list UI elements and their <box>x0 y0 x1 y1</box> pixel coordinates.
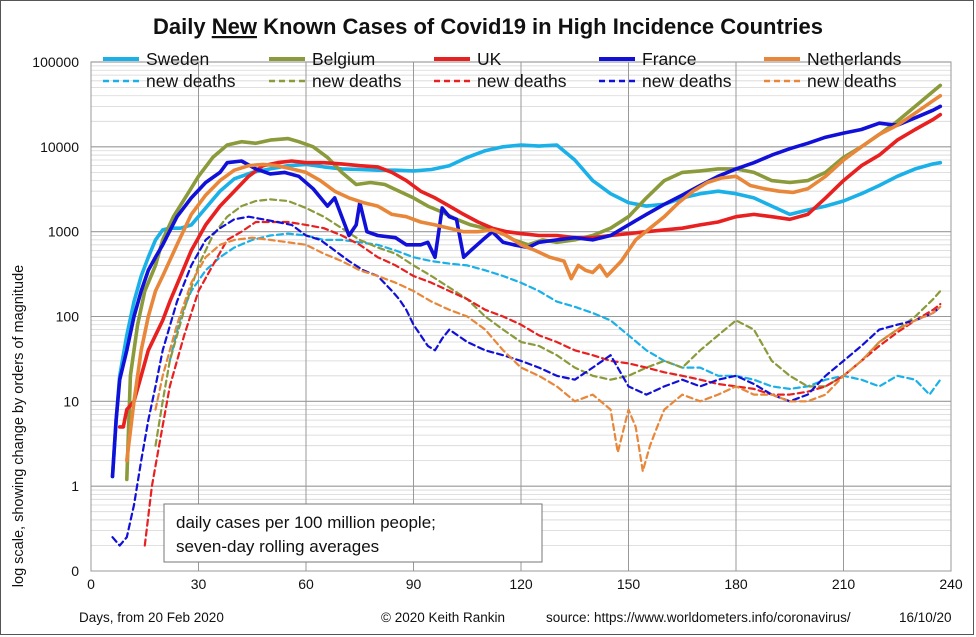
legend-label-sweden: Sweden <box>146 49 209 69</box>
x-tick-label: 150 <box>617 576 641 592</box>
legend-label-deaths: new deaths <box>146 71 236 91</box>
x-tick-label: 120 <box>509 576 533 592</box>
series-line-uk <box>117 112 943 429</box>
legend-label-deaths: new deaths <box>807 71 897 91</box>
legend-label-deaths: new deaths <box>312 71 402 91</box>
y-tick-label: 1000 <box>48 224 79 240</box>
y-axis-ticks: 0 1 10 100 1000 10000 100000 <box>32 54 79 579</box>
legend-label-deaths: new deaths <box>477 71 567 91</box>
date-text: 16/10/20 <box>899 610 952 625</box>
x-tick-label: 90 <box>406 576 422 592</box>
y-axis-label: log scale, showing change by orders of m… <box>11 265 27 587</box>
y-tick-label: 10000 <box>40 139 79 155</box>
x-tick-label: 210 <box>832 576 856 592</box>
x-axis-ticks: 0 30 60 90 120 150 180 210 240 <box>87 576 963 592</box>
x-tick-label: 180 <box>724 576 748 592</box>
series-lines <box>110 83 943 547</box>
x-tick-label: 60 <box>298 576 314 592</box>
note-line-2: seven-day rolling averages <box>176 537 379 556</box>
series-line-sweden-deaths <box>168 232 942 396</box>
series-line-france <box>110 104 943 479</box>
series-line-belgium <box>125 83 943 482</box>
chart-title: Daily New Known Cases of Covid19 in High… <box>153 14 823 39</box>
series-line-netherlands <box>125 94 943 463</box>
source-text: source: https://www.worldometers.info/co… <box>546 610 851 625</box>
x-tick-label: 240 <box>939 576 963 592</box>
y-tick-label: 100000 <box>32 54 79 70</box>
grid-lines <box>90 61 952 572</box>
series-line-belgium-deaths <box>154 198 942 447</box>
note-line-1: daily cases per 100 million people; <box>176 513 436 532</box>
credit-text: © 2020 Keith Rankin <box>381 610 505 625</box>
legend-label-belgium: Belgium <box>312 49 375 69</box>
series-line-netherlands-deaths <box>154 236 942 473</box>
y-tick-label: 1 <box>71 478 79 494</box>
series-line-uk-deaths <box>143 220 942 547</box>
x-tick-label: 0 <box>87 576 95 592</box>
chart-title-emphasis: New <box>212 14 258 39</box>
legend-label-netherlands: Netherlands <box>807 49 902 69</box>
legend-label-deaths: new deaths <box>642 71 732 91</box>
y-tick-label: 0 <box>71 563 79 579</box>
x-axis-label: Days, from 20 Feb 2020 <box>79 610 224 625</box>
legend-label-uk: UK <box>477 49 502 69</box>
legend-label-france: France <box>642 49 696 69</box>
y-tick-label: 10 <box>63 393 79 409</box>
x-tick-label: 30 <box>191 576 207 592</box>
note-box <box>163 503 543 563</box>
y-tick-label: 100 <box>56 309 80 325</box>
